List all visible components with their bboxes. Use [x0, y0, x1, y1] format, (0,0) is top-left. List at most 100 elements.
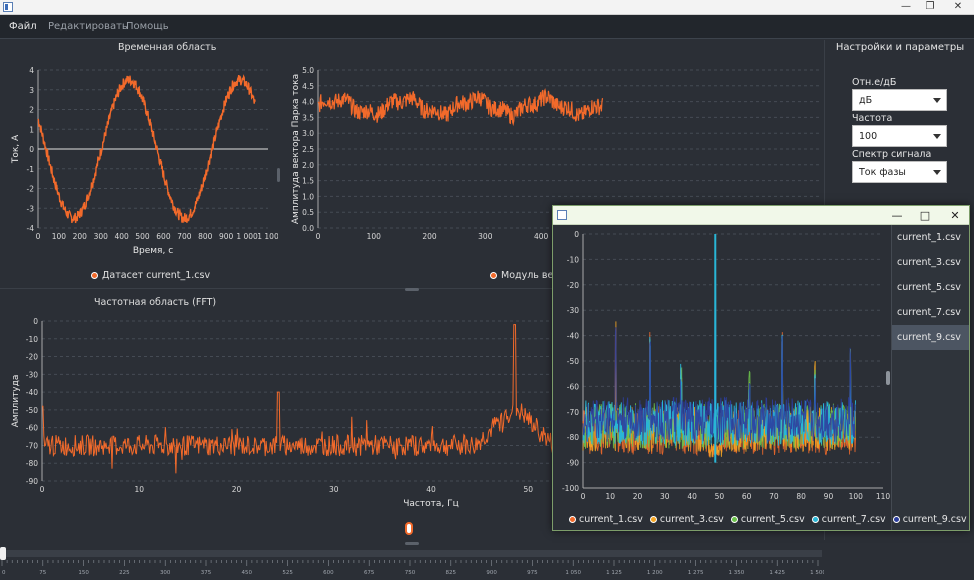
- timeline-track[interactable]: [0, 550, 822, 557]
- y-tick-label: -100: [562, 484, 579, 493]
- y-tick-label: -30: [26, 370, 38, 379]
- close-icon[interactable]: ✕: [953, 1, 963, 12]
- freq-value: 100: [859, 131, 878, 142]
- series-line-current1: [37, 74, 256, 224]
- y-tick-label: 3: [29, 86, 34, 95]
- x-tick-label: 1 100: [257, 232, 278, 241]
- y-tick-label: -50: [567, 357, 579, 366]
- ruler-label: 600: [323, 570, 334, 576]
- y-tick-label: -4: [27, 224, 35, 233]
- y-tick-label: 0: [574, 230, 579, 239]
- maximize-icon[interactable]: ❐: [925, 1, 935, 12]
- y-tick-label: 1.0: [302, 192, 314, 201]
- x-tick-label: 40: [426, 485, 436, 494]
- x-tick-label: 0: [40, 485, 45, 494]
- y-tick-label: -10: [567, 255, 579, 264]
- float-splitter[interactable]: [886, 371, 890, 385]
- compare-legend: current_1.csv current_3.csv current_5.cs…: [565, 514, 967, 525]
- slider-marker[interactable]: [405, 522, 413, 535]
- y-tick-label: 0: [29, 145, 34, 154]
- file-list-item[interactable]: current_1.csv: [897, 232, 961, 243]
- file-list-item[interactable]: current_7.csv: [897, 307, 961, 318]
- y-tick-label: 0.5: [302, 208, 314, 217]
- timeline-thumb[interactable]: [0, 547, 6, 560]
- splitter-handle-h2[interactable]: [405, 542, 419, 545]
- minimize-icon[interactable]: —: [891, 209, 903, 222]
- close-icon[interactable]: ✕: [950, 209, 960, 222]
- units-select[interactable]: дБ: [852, 89, 947, 111]
- x-tick-label: 300: [94, 232, 109, 241]
- y-tick-label: 3.0: [302, 129, 314, 138]
- maximize-icon[interactable]: □: [919, 209, 931, 222]
- ruler-label: 75: [39, 570, 46, 576]
- app-icon: [557, 210, 567, 220]
- ruler-label: 0: [2, 570, 6, 576]
- ruler-label: 1 500: [810, 570, 824, 576]
- y-tick-label: -70: [567, 408, 579, 417]
- menu-file[interactable]: Файл: [9, 21, 37, 32]
- time-legend: Датасет current_1.csv: [91, 270, 210, 281]
- units-value: дБ: [859, 95, 873, 106]
- ruler-label: 900: [486, 570, 497, 576]
- y-tick-label: -60: [567, 382, 579, 391]
- x-tick-label: 800: [198, 232, 213, 241]
- spectrum-select[interactable]: Ток фазы: [852, 161, 947, 183]
- float-title-bar: — □ ✕: [553, 206, 969, 225]
- ruler-label: 1 350: [729, 570, 745, 576]
- y-tick-label: -40: [26, 388, 38, 397]
- menu-help[interactable]: Помощь: [126, 21, 169, 32]
- file-list-item[interactable]: current_5.csv: [897, 282, 961, 293]
- y-tick-label: 0: [33, 317, 38, 326]
- legend-dot-icon: [811, 516, 819, 523]
- splitter-handle-v[interactable]: [277, 168, 280, 182]
- x-tick-label: 1 000: [236, 232, 258, 241]
- legend-label: current_1.csv: [579, 514, 643, 525]
- x-tick-label: 500: [135, 232, 150, 241]
- legend-dot-icon: [569, 516, 576, 523]
- file-list-item-selected[interactable]: current_9.csv: [892, 325, 969, 350]
- x-tick-label: 200: [422, 232, 437, 241]
- chevron-down-icon: [933, 98, 941, 103]
- file-list-item[interactable]: current_3.csv: [897, 257, 961, 268]
- spectrum-compare-window: — □ ✕ 0 -10 -20 -30 -40 -50 -60 -70 -80 -90 -100 0 1…: [552, 205, 970, 531]
- y-tick-label: 2: [29, 106, 34, 115]
- x-tick-label: 0: [36, 232, 41, 241]
- park-legend-label: Модуль вект: [501, 270, 565, 281]
- freq-section-title: Частотная область (FFT): [94, 297, 217, 308]
- series-line-current_9: [582, 239, 856, 443]
- legend-label: current_5.csv: [740, 514, 805, 525]
- legend-dot-icon: [91, 272, 98, 279]
- x-tick-label: 200: [73, 232, 88, 241]
- x-tick-label: 900: [219, 232, 234, 241]
- chevron-down-icon: [933, 170, 941, 175]
- legend-dot-icon: [892, 516, 900, 523]
- freq-select[interactable]: 100: [852, 125, 947, 147]
- menu-edit[interactable]: Редактировать: [48, 21, 128, 32]
- y-tick-label: -10: [26, 335, 38, 344]
- x-tick-label: 20: [232, 485, 242, 494]
- x-tick-label: 10: [605, 492, 615, 501]
- y-tick-label: -20: [567, 281, 579, 290]
- x-tick-label: 40: [687, 492, 697, 501]
- park-legend: Модуль вект: [490, 270, 565, 281]
- x-tick-label: 30: [660, 492, 670, 501]
- legend-label: current_3.csv: [659, 514, 724, 525]
- freq-label: Частота: [852, 113, 893, 124]
- x-tick-label: 100: [849, 492, 864, 501]
- y-tick-label: -3: [27, 204, 35, 213]
- x-tick-label: 700: [177, 232, 192, 241]
- y-tick-label: -50: [26, 406, 38, 415]
- legend-dot-icon: [649, 516, 657, 523]
- y-axis-label: Амплитуда: [11, 375, 21, 428]
- x-tick-label: 50: [715, 492, 725, 501]
- splitter-handle-h[interactable]: [405, 288, 419, 291]
- minimize-icon[interactable]: —: [901, 1, 911, 12]
- y-tick-label: -40: [567, 332, 579, 341]
- x-tick-label: 70: [769, 492, 779, 501]
- x-tick-label: 20: [633, 492, 643, 501]
- x-tick-label: 60: [742, 492, 752, 501]
- spectrum-value: Ток фазы: [859, 167, 906, 178]
- y-tick-label: 5.0: [302, 66, 314, 75]
